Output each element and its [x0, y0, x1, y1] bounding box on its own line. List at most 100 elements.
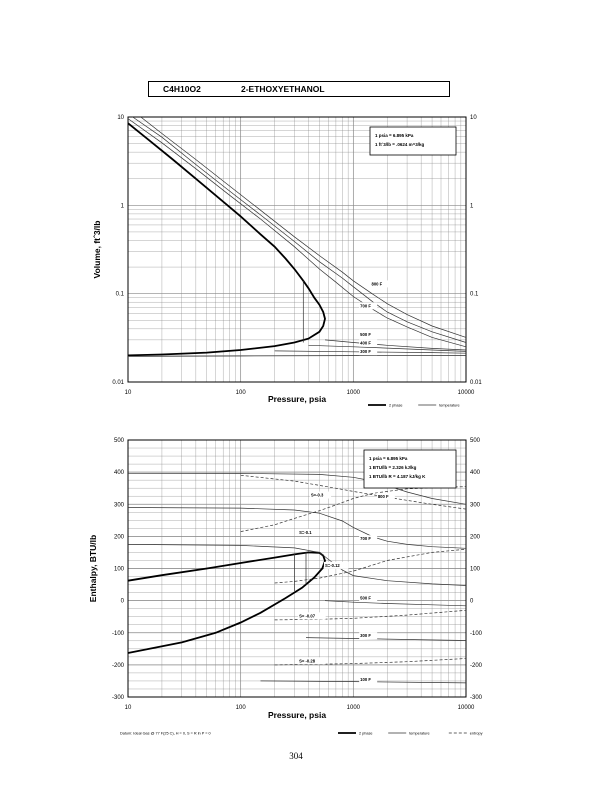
x-tick-label: 10 [125, 390, 132, 396]
temperature-line [274, 350, 467, 354]
annotation-bg [323, 561, 349, 569]
y-tick-label: 500 [114, 438, 125, 444]
bottom-legend-label: entropy [470, 732, 483, 736]
entropy-line [274, 548, 467, 584]
annotation-bg [359, 331, 378, 339]
y-tick-label: 1 [121, 203, 125, 209]
x-tick-label: 100 [236, 390, 247, 396]
legend-box-line: 1 psia = 6.895 kPa [375, 133, 414, 138]
annotation-bg [370, 280, 389, 288]
temperature-line [127, 118, 467, 348]
bottom-legend-label: 2 phase [359, 732, 373, 736]
y-tick-label: -300 [112, 695, 125, 701]
annotation-bg [359, 535, 378, 543]
temperature-line [132, 116, 467, 343]
curve-annotation: 700 F [360, 536, 371, 541]
legend-box-line: 1 psia = 6.895 kPa [369, 456, 408, 461]
y-tick-label-right: 100 [470, 567, 481, 573]
annotation-bg [359, 348, 378, 356]
curve-annotation: S= -0.07 [299, 613, 316, 618]
header-formula: C4H10O2 [163, 84, 201, 94]
x-tick-label: 1000 [347, 390, 361, 396]
curve-annotation: S=-0.3 [311, 493, 324, 498]
y-tick-label: -200 [112, 663, 125, 669]
chart-1: 10 100 1000 10000 0.01 0.01 0.1 0.1 1 1 10 10 Pressu… [92, 115, 482, 408]
annotation-bg [298, 612, 326, 620]
curve-annotation: 800 F [378, 494, 389, 499]
y-tick-label: 0 [121, 599, 125, 605]
temperature-line [305, 637, 467, 641]
temperature-line [140, 116, 467, 338]
page-number: 304 [289, 751, 303, 761]
curve-annotation: 400 F [360, 341, 371, 346]
curve-annotation: S= -0.28 [299, 658, 316, 663]
legend-box-line: 1 BTU/lb R = 4.187 kJ/kg K [369, 474, 426, 479]
legend-box-line: 1 ftˆ3/lb = .0624 m^3/kg [375, 142, 425, 147]
temperature-line [324, 600, 467, 607]
y-tick-label: 100 [114, 567, 125, 573]
x-axis-label: Pressure, psia [268, 710, 326, 720]
entropy-line [274, 658, 467, 666]
annotation-bg [359, 339, 378, 347]
header-compound-name: 2-ETHOXYETHANOL [241, 84, 325, 94]
curve-annotation: 500 F [360, 596, 371, 601]
x-tick-label: 1000 [347, 705, 361, 711]
temperature-line [127, 544, 467, 586]
curve-annotation: 800 F [372, 281, 383, 286]
y-axis-label: Volume, ftˆ3/lb [92, 221, 102, 279]
y-tick-label: 300 [114, 502, 125, 508]
x-tick-label: 10000 [458, 390, 475, 396]
annotation-bg [359, 302, 378, 310]
curve-annotation: 300 F [360, 633, 371, 638]
curve-annotation: S=-0.12 [325, 563, 340, 568]
bottom-legend-label: 2 phase [389, 404, 403, 408]
chart-2: 10 100 1000 10000 -300 -300 -200 -200 -100 -100 0 0… [88, 438, 483, 736]
plot-frame [127, 439, 467, 698]
datum-footnote: Datum: Ideal Gas @ 77 F(25 C), H = 0, S … [120, 732, 211, 736]
plot-frame [127, 116, 467, 383]
curve-annotation: 700 F [360, 303, 371, 308]
y-tick-label-right: 0 [470, 599, 474, 605]
curve-annotation: 500 F [360, 332, 371, 337]
y-tick-label-right: 0.01 [470, 380, 482, 386]
entropy-line [240, 486, 467, 532]
grid [127, 117, 466, 383]
x-tick-label: 10000 [458, 705, 475, 711]
temperature-line [308, 344, 467, 352]
y-tick-label-right: -100 [470, 631, 483, 637]
y-tick-label-right: 10 [470, 115, 477, 121]
legend-box-line: 1 BTU/lb = 2.326 kJ/kg [369, 465, 417, 470]
chart-header: C4H10O2 2-ETHOXYETHANOL [148, 81, 450, 97]
y-tick-label-right: 500 [470, 438, 481, 444]
y-tick-label-right: 400 [470, 470, 481, 476]
x-tick-label: 10 [125, 705, 132, 711]
y-tick-label-right: 1 [470, 203, 474, 209]
legend-box [363, 449, 457, 489]
annotation-bg [309, 491, 332, 499]
temperature-line [127, 355, 467, 357]
y-tick-label: 400 [114, 470, 125, 476]
entropy-line [274, 609, 467, 621]
y-tick-label: 10 [117, 115, 124, 121]
y-tick-label: -100 [112, 631, 125, 637]
curve-annotation: 300 F [360, 349, 371, 354]
x-axis-label: Pressure, psia [268, 394, 326, 404]
y-tick-label: 0.1 [116, 292, 125, 298]
temperature-line [127, 507, 467, 549]
annotation-bg [376, 492, 395, 500]
two-phase-curve [127, 122, 326, 357]
y-tick-label-right: 0.1 [470, 292, 479, 298]
y-tick-label-right: -200 [470, 663, 483, 669]
temperature-line [260, 680, 467, 684]
curve-annotation: S=-0.1 [299, 530, 312, 535]
y-tick-label: 0.01 [112, 380, 124, 386]
y-tick-label-right: 300 [470, 502, 481, 508]
y-axis-label: Enthalpy, BTU/lb [88, 535, 98, 602]
legend-box [369, 126, 457, 156]
bottom-legend-label: temperature [439, 404, 459, 408]
annotation-bg [359, 594, 378, 602]
y-tick-label: 200 [114, 534, 125, 540]
curve-annotation: 100 F [360, 677, 371, 682]
annotation-bg [298, 528, 320, 536]
